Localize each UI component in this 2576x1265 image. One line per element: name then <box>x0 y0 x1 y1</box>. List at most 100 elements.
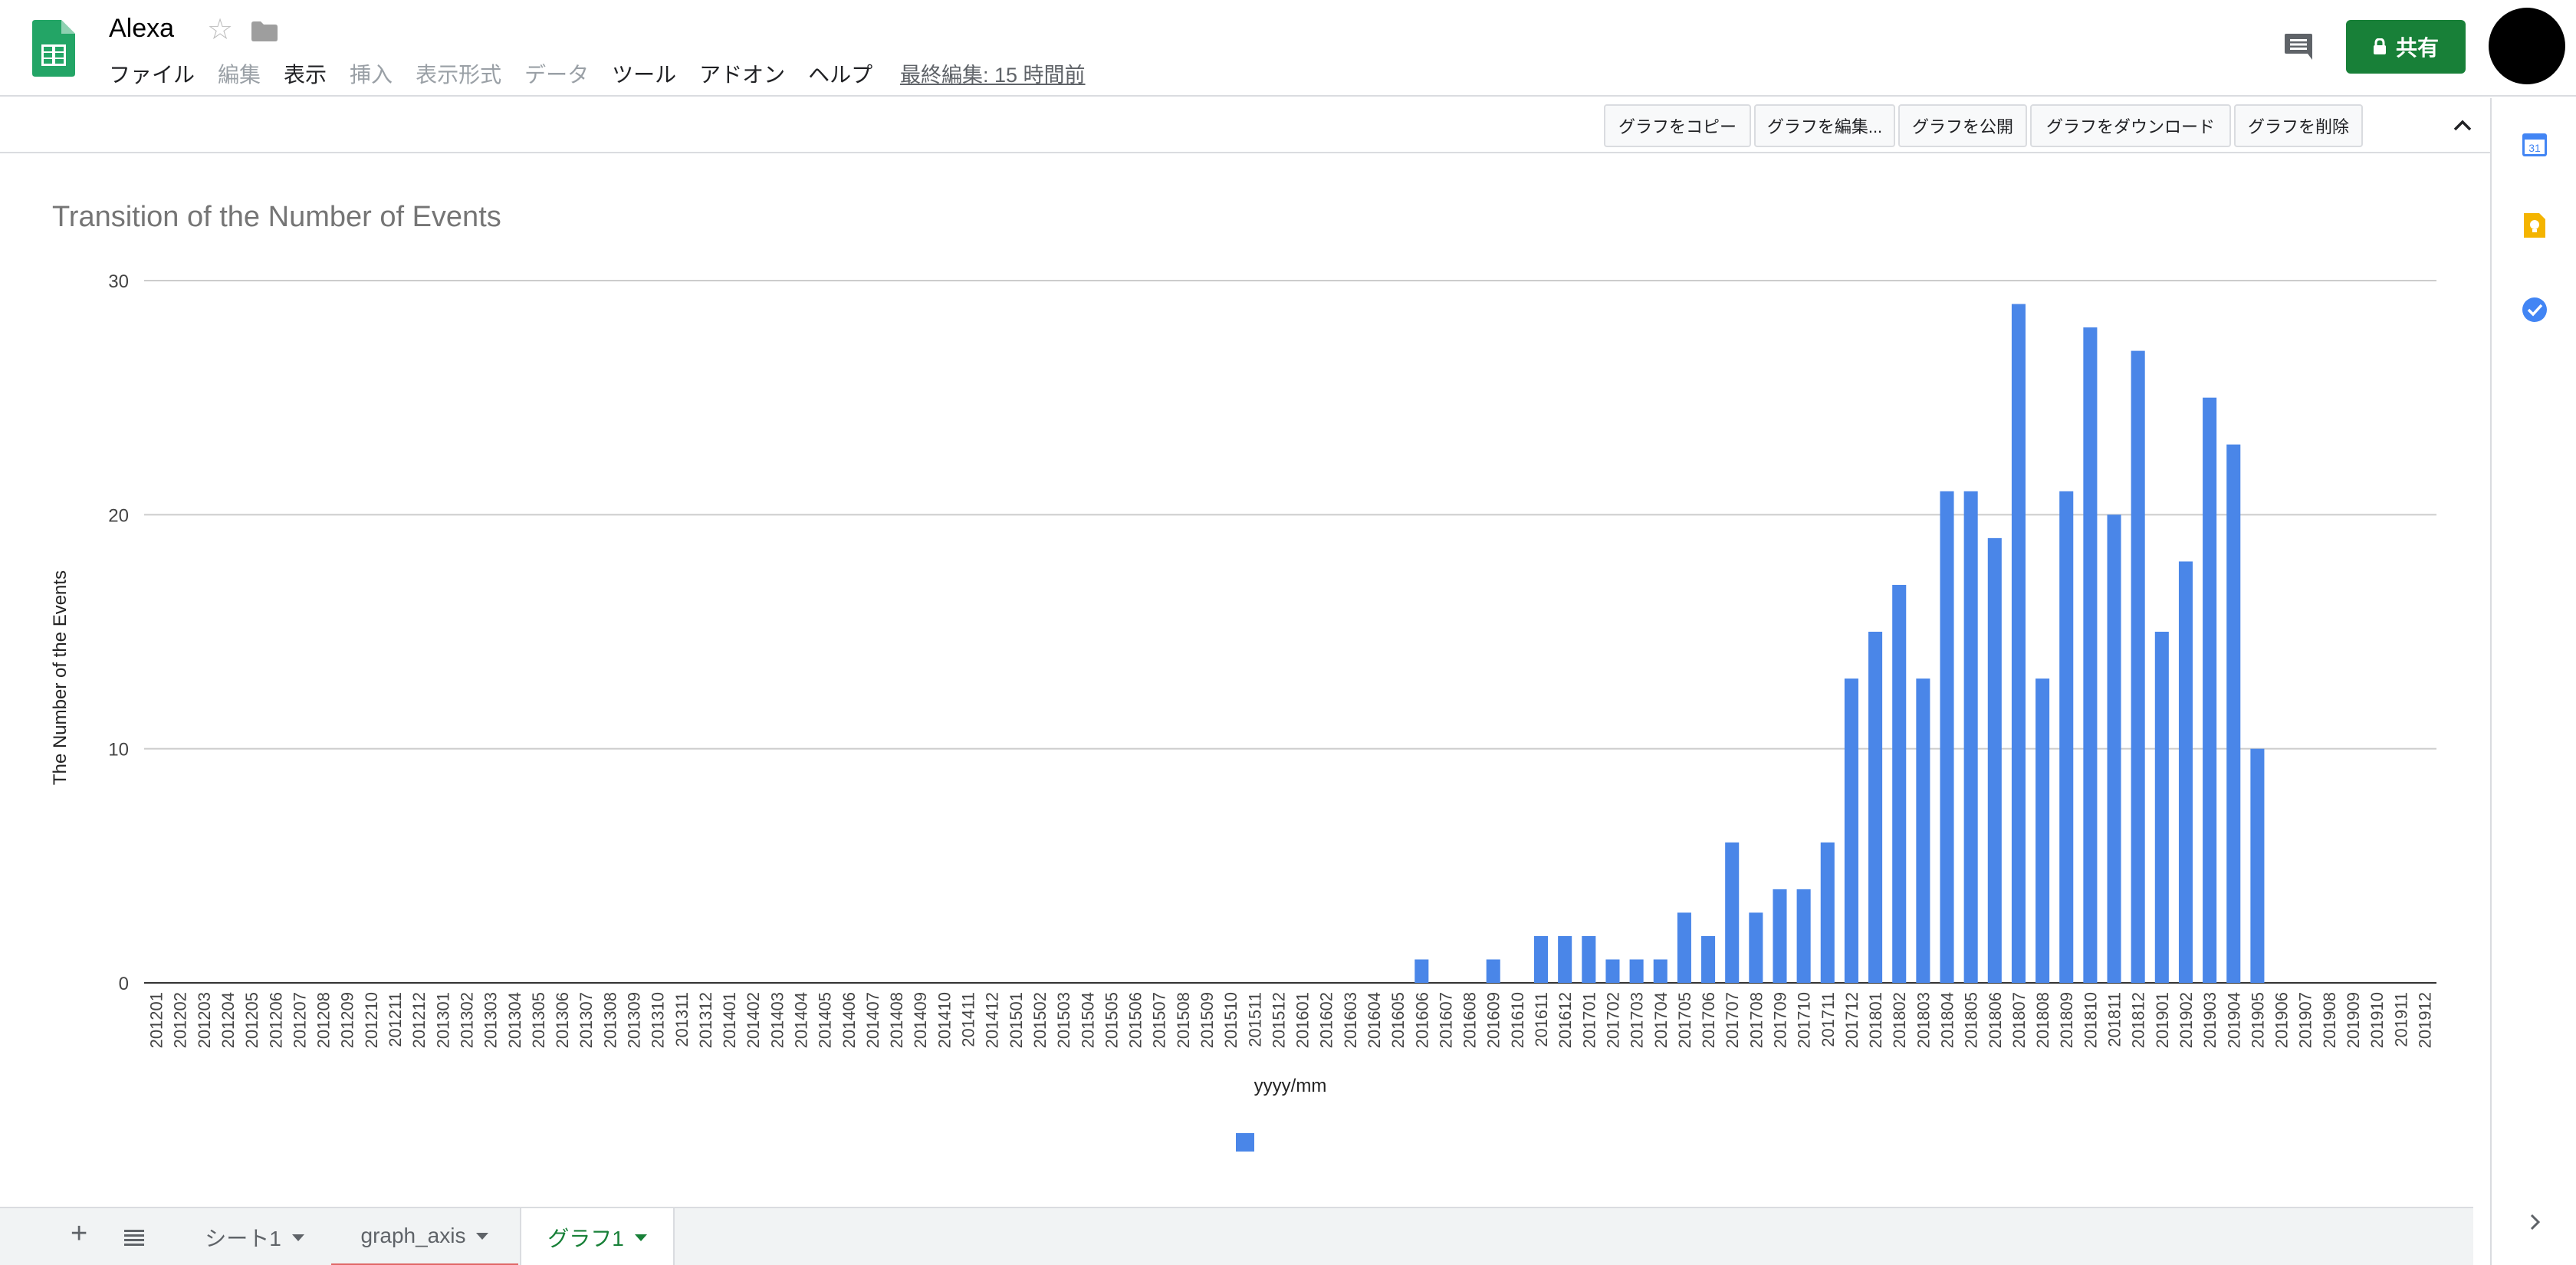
calendar-icon[interactable]: 31 <box>2521 130 2548 158</box>
copy-chart-button[interactable]: グラフをコピー <box>1604 104 1751 147</box>
bar <box>1533 935 1549 983</box>
y-tick-label: 30 <box>108 271 129 292</box>
comment-icon[interactable] <box>2283 31 2314 61</box>
download-chart-button[interactable]: グラフをダウンロード <box>2030 104 2231 147</box>
bar <box>1582 935 1596 983</box>
share-button[interactable]: 共有 <box>2346 20 2466 74</box>
bar <box>1940 491 1954 983</box>
bar <box>2011 304 2026 983</box>
x-tick-label: 201508 <box>1174 992 1193 1048</box>
bar-chart[interactable]: 0 10 20 30 201201 201202 201203 201204 201205 201… <box>0 155 2490 1207</box>
x-tick-label: 201512 <box>1269 992 1288 1048</box>
x-tick-label: 201506 <box>1126 992 1145 1048</box>
x-tick-label: 201209 <box>338 992 357 1048</box>
x-tick-label: 201203 <box>195 992 214 1048</box>
x-tick-label: 201807 <box>2009 992 2029 1048</box>
x-tick-label: 201709 <box>1770 992 1789 1048</box>
x-tick-label: 201601 <box>1293 992 1313 1048</box>
star-icon[interactable]: ☆ <box>207 14 234 46</box>
x-tick-label: 201407 <box>863 992 882 1048</box>
x-tick-label: 201910 <box>2367 992 2387 1048</box>
bar <box>2226 444 2241 983</box>
x-tick-label: 201307 <box>577 992 596 1048</box>
x-tick-label: 201812 <box>2129 992 2148 1048</box>
tasks-icon[interactable] <box>2521 296 2548 324</box>
bar <box>1987 537 2002 983</box>
x-tick-label: 201703 <box>1628 992 1647 1048</box>
bar <box>2154 632 2169 983</box>
legend-swatch <box>1236 1133 1254 1152</box>
calendar-day-label: 31 <box>2528 142 2541 154</box>
account-avatar[interactable] <box>2489 8 2565 84</box>
x-tick-label: 201809 <box>2057 992 2076 1048</box>
x-tick-label: 201810 <box>2081 992 2100 1048</box>
x-tick-label: 201704 <box>1651 992 1671 1048</box>
menu-view[interactable]: 表示 <box>284 63 327 87</box>
x-tick-label: 201707 <box>1723 992 1742 1048</box>
document-title[interactable]: Alexa <box>109 14 175 43</box>
x-tick-label: 201401 <box>720 992 739 1048</box>
x-tick-label: 201604 <box>1365 992 1384 1048</box>
bar <box>1963 491 1978 983</box>
menu-format[interactable]: 表示形式 <box>416 63 502 87</box>
bar <box>2178 561 2193 983</box>
x-tick-label: 201510 <box>1221 992 1240 1048</box>
x-tick-label: 201509 <box>1198 992 1217 1048</box>
sheet-tab-label: シート1 <box>205 1227 281 1250</box>
sheet-tab-sheet1[interactable]: シート1 <box>181 1208 328 1265</box>
x-tick-label: 201905 <box>2248 992 2267 1048</box>
last-edit-link[interactable]: 最終編集: 15 時間前 <box>900 64 1086 87</box>
x-tick-label: 201412 <box>983 992 1002 1048</box>
x-tick-label: 201204 <box>219 992 238 1048</box>
menu-insert[interactable]: 挿入 <box>350 63 393 87</box>
bar <box>1725 842 1740 983</box>
x-tick-label: 201606 <box>1412 992 1431 1048</box>
folder-icon[interactable] <box>251 21 278 41</box>
x-tick-label: 201609 <box>1484 992 1503 1048</box>
x-tick-label: 201603 <box>1341 992 1360 1048</box>
bar <box>1701 935 1716 983</box>
x-tick-label: 201312 <box>696 992 715 1048</box>
x-tick-label: 201801 <box>1866 992 1885 1048</box>
menu-addons[interactable]: アドオン <box>699 63 786 87</box>
publish-chart-button[interactable]: グラフを公開 <box>1898 104 2027 147</box>
bar <box>1868 632 1883 983</box>
x-tick-label: 201306 <box>553 992 572 1048</box>
bar <box>2131 350 2145 984</box>
x-tick-label: 201705 <box>1675 992 1694 1048</box>
chevron-down-icon[interactable] <box>291 1234 304 1241</box>
keep-icon[interactable] <box>2521 212 2548 239</box>
x-tick-label: 201712 <box>1842 992 1861 1048</box>
sheet-tab-graph1[interactable]: グラフ1 <box>520 1208 675 1265</box>
x-tick-label: 201207 <box>290 992 309 1048</box>
side-panel: 31 <box>2490 98 2576 1265</box>
all-sheets-icon[interactable] <box>123 1228 146 1247</box>
sheet-tab-graph-axis[interactable]: graph_axis <box>331 1208 518 1265</box>
x-tick-label: 201503 <box>1054 992 1073 1048</box>
chevron-down-icon[interactable] <box>476 1232 489 1240</box>
menu-tools[interactable]: ツール <box>612 63 677 87</box>
x-tick-label: 201408 <box>887 992 906 1048</box>
delete-chart-button[interactable]: グラフを削除 <box>2234 104 2363 147</box>
menu-help[interactable]: ヘルプ <box>808 63 873 87</box>
add-sheet-button[interactable]: + <box>71 1217 88 1250</box>
y-tick-label: 10 <box>108 740 129 761</box>
chart-title: Transition of the Number of Events <box>52 201 501 233</box>
edit-chart-button[interactable]: グラフを編集... <box>1754 104 1895 147</box>
sheets-logo-icon[interactable] <box>32 20 75 77</box>
chevron-down-icon[interactable] <box>634 1234 647 1241</box>
menu-file[interactable]: ファイル <box>109 63 196 87</box>
menu-edit[interactable]: 編集 <box>218 63 261 87</box>
x-tick-label: 201912 <box>2415 992 2434 1048</box>
y-tick-label: 20 <box>108 505 129 526</box>
bar <box>2203 397 2217 983</box>
chevron-up-icon[interactable] <box>2450 113 2475 138</box>
x-tick-label: 201711 <box>1819 992 1838 1047</box>
chevron-right-icon[interactable] <box>2524 1211 2545 1233</box>
x-tick-label: 201902 <box>2177 992 2196 1048</box>
x-tick-label: 201804 <box>1938 992 1957 1048</box>
x-tick-label: 201511 <box>1245 992 1264 1047</box>
y-tick-label: 0 <box>119 974 129 994</box>
x-tick-label: 201701 <box>1579 992 1598 1048</box>
menu-data[interactable]: データ <box>524 63 590 87</box>
